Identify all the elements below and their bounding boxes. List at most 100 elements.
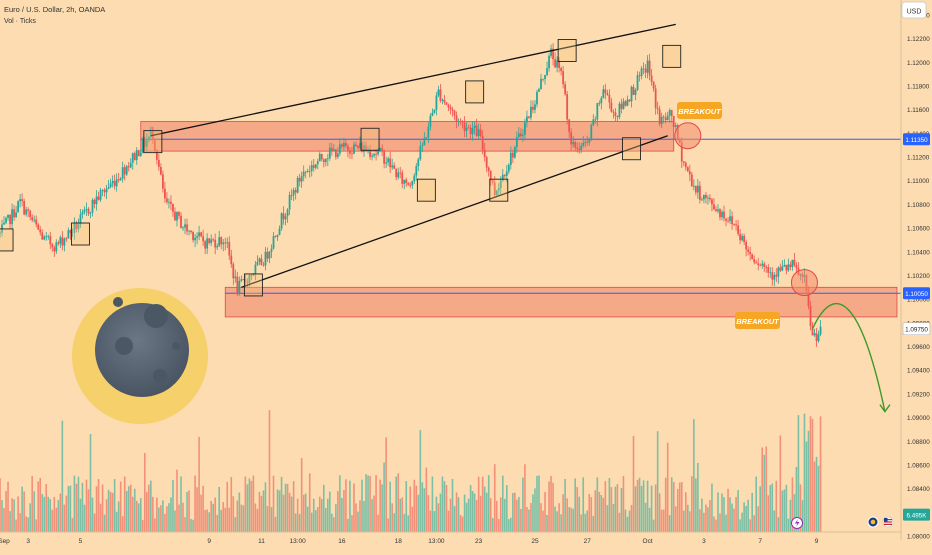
candle <box>9 214 11 229</box>
currency-button[interactable]: USD <box>901 1 927 19</box>
volume-bar <box>733 508 735 532</box>
volume-bar <box>276 489 279 532</box>
volume-bar <box>763 454 766 532</box>
volume-bar <box>164 513 166 532</box>
volume-bar <box>123 476 126 532</box>
lightning-icon[interactable] <box>791 517 803 529</box>
volume-bar <box>795 466 798 532</box>
economic-event-icon[interactable] <box>867 516 879 528</box>
volume-bar <box>425 467 428 532</box>
volume-bar <box>473 493 476 532</box>
price-tick-label: 1.11800 <box>907 83 930 90</box>
volume-bar <box>53 496 56 532</box>
candle <box>700 196 703 202</box>
price-axis[interactable]: 1.124001.122001.120001.118001.116001.114… <box>900 0 931 541</box>
price-tick-label: 1.11600 <box>907 107 930 114</box>
volume-bar <box>103 514 106 532</box>
candle <box>741 233 744 242</box>
volume-bar <box>359 500 361 532</box>
volume-bar <box>43 496 46 532</box>
candle <box>775 268 778 282</box>
volume-bar <box>11 498 13 532</box>
volume-bar <box>528 509 530 532</box>
time-axis[interactable]: Sep 3 5 9 11 13:00 16 18 13:00 23 25 27 Oct 3 7 9 <box>0 531 901 545</box>
volume-indicator-label[interactable]: Vol · Ticks <box>4 18 36 25</box>
currency-button-bg[interactable] <box>901 1 927 19</box>
candle <box>81 209 84 219</box>
volume-bar <box>614 486 617 532</box>
volume-bar <box>192 519 194 532</box>
candle <box>296 175 299 194</box>
volume-bar <box>429 510 432 532</box>
candle <box>604 83 607 100</box>
candle <box>552 43 554 66</box>
candle <box>495 189 498 196</box>
horizontal-lines[interactable] <box>140 138 901 294</box>
candle <box>540 73 542 90</box>
volume-bar <box>256 508 259 532</box>
price-tick-label: 1.08600 <box>907 462 930 469</box>
pivot-marker-box <box>465 80 485 104</box>
volume-bar <box>242 505 245 532</box>
volume-bar <box>268 410 271 532</box>
candle <box>572 136 575 148</box>
candle <box>566 91 569 125</box>
candle <box>174 207 176 221</box>
time-tick-label: 3 <box>702 538 706 545</box>
volume-bar <box>322 484 325 532</box>
candle <box>421 142 424 153</box>
breakout-label-bg <box>735 312 780 329</box>
candle <box>186 218 188 236</box>
candle <box>763 261 766 273</box>
wedge-trendline[interactable] <box>241 135 668 288</box>
candle <box>433 109 436 114</box>
candle <box>109 178 112 189</box>
candle <box>338 137 341 157</box>
volume-bar <box>447 510 450 532</box>
candle <box>632 84 635 96</box>
candle <box>340 142 343 150</box>
volume-bar <box>682 510 685 532</box>
candle <box>781 260 784 272</box>
volume-bar <box>335 504 337 532</box>
candle <box>204 239 207 254</box>
symbol-title[interactable]: Euro / U.S. Dollar, 2h, OANDA <box>4 5 105 14</box>
volume-bar <box>55 507 58 532</box>
us-flag-icon[interactable] <box>882 516 894 528</box>
candle <box>568 118 571 138</box>
candle <box>582 135 585 148</box>
candle <box>272 232 275 250</box>
candle <box>423 132 426 146</box>
volume-bar <box>401 497 404 532</box>
forecast-arrow <box>811 302 891 413</box>
time-tick-label: 23 <box>475 538 483 545</box>
price-tick-label: 1.12000 <box>907 60 930 67</box>
breakout-label-text: BREAKOUT <box>678 107 722 116</box>
candle <box>29 209 32 221</box>
candle <box>73 217 76 240</box>
volume-bar <box>0 478 1 532</box>
currency-button-label[interactable]: USD <box>907 9 922 16</box>
price-tick-label: 1.10800 <box>907 202 930 209</box>
candle <box>469 124 472 141</box>
volume-bar <box>813 461 816 532</box>
candle <box>594 116 597 124</box>
volume-bar <box>154 518 156 532</box>
volume-bar <box>180 476 182 532</box>
candle <box>79 208 82 228</box>
candle <box>391 158 394 170</box>
volume-bar <box>375 475 377 532</box>
volume-bar <box>391 503 393 532</box>
wedge-trendline[interactable] <box>150 23 676 137</box>
wedge-trendlines[interactable] <box>150 23 676 288</box>
volume-bar <box>190 518 192 532</box>
candle <box>190 230 192 234</box>
candle <box>431 108 434 117</box>
candle <box>445 102 448 106</box>
candle <box>304 170 307 179</box>
volume-bar <box>308 473 311 532</box>
candle <box>316 158 319 170</box>
volume-bar <box>150 480 152 532</box>
candle <box>813 328 816 337</box>
